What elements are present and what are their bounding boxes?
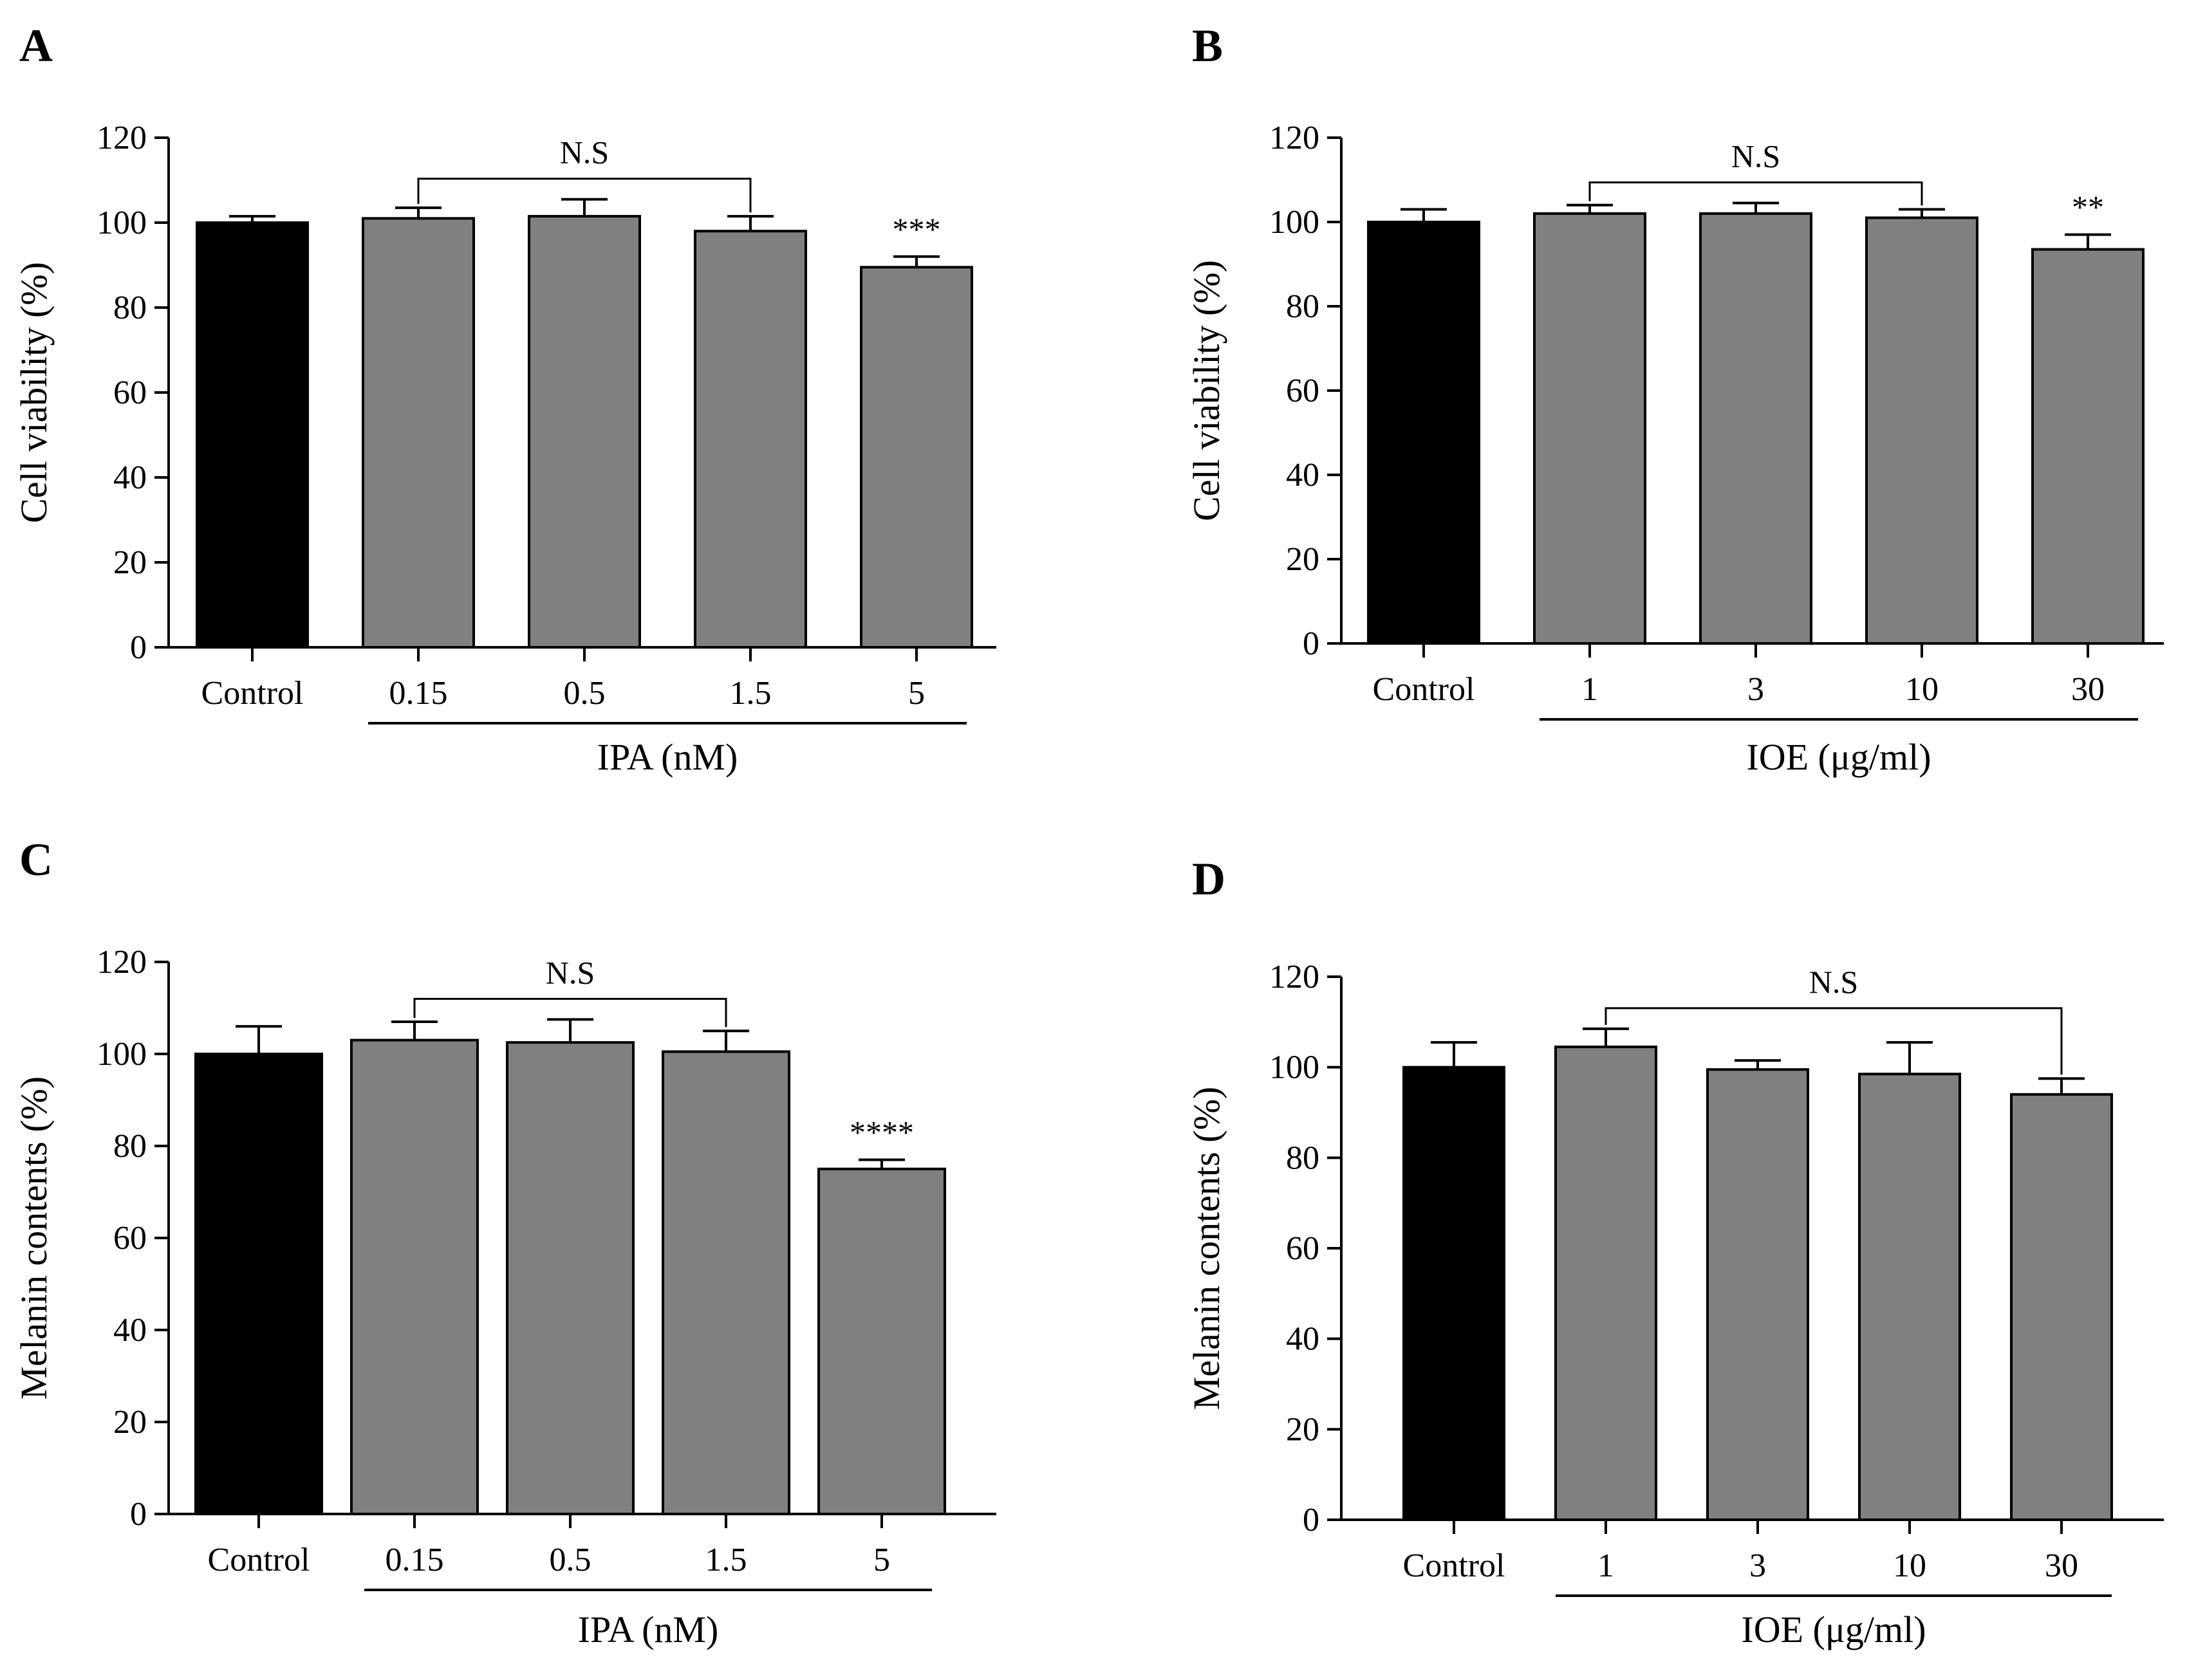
y-axis-label: Cell viability (%) (13, 262, 55, 523)
y-tick-label: 120 (97, 120, 147, 156)
y-tick-label: 80 (113, 1128, 147, 1165)
ns-label: N.S (1731, 138, 1780, 174)
y-tick-label: 60 (1286, 373, 1319, 409)
bar (362, 217, 475, 649)
y-tick-label: 20 (1286, 541, 1319, 578)
panel-letter: A (19, 20, 53, 71)
y-axis-label: Melanin contents (%) (1186, 1087, 1227, 1410)
significance-label: **** (850, 1114, 914, 1150)
ns-bracket (417, 178, 752, 213)
y-tick-label: 40 (113, 459, 147, 496)
y-axis-label: Cell viability (%) (1186, 260, 1227, 521)
y-tick-label: 40 (113, 1312, 147, 1349)
x-tick-label: 0.5 (550, 1542, 591, 1578)
x-tick-label: 5 (873, 1542, 890, 1578)
x-tick-label: 0.15 (389, 675, 448, 712)
bar (1402, 1066, 1505, 1521)
y-tick-label: 80 (1286, 1140, 1319, 1176)
x-tick-label: 1 (1597, 1547, 1614, 1584)
bar (2010, 1093, 2113, 1522)
y-tick-label: 100 (97, 1036, 147, 1073)
y-tick-label: 120 (1269, 120, 1319, 156)
x-tick-label: 30 (2071, 671, 2105, 708)
ns-bracket (1588, 181, 1923, 206)
bar (196, 221, 309, 649)
y-tick-label: 40 (1286, 457, 1319, 494)
y-tick-label: 100 (1269, 204, 1319, 241)
x-tick-label: 30 (2045, 1547, 2078, 1584)
y-tick-label: 60 (113, 1220, 147, 1257)
y-tick-label: 0 (130, 1496, 147, 1533)
ns-label: N.S (1809, 964, 1858, 1000)
bar (1865, 216, 1978, 645)
y-axis-label: Melanin contents (%) (13, 1076, 55, 1400)
bar (694, 230, 807, 649)
bar (1554, 1046, 1657, 1522)
bar (2031, 248, 2145, 645)
bar (506, 1041, 635, 1515)
bar (1706, 1068, 1809, 1521)
x-tick-label: Control (1373, 671, 1475, 708)
bar (1367, 221, 1480, 645)
x-axis-label: IPA (nM) (597, 736, 738, 778)
y-tick-label: 20 (1286, 1411, 1319, 1448)
ns-label: N.S (546, 954, 595, 990)
bar (817, 1167, 946, 1515)
chart-panel-c: C 0 20 40 60 80 100 120 Melanin contents (%) Cont… (13, 834, 996, 1650)
bar (1699, 212, 1812, 645)
y-tick-label: 0 (1303, 625, 1319, 662)
x-tick-label: Control (201, 675, 304, 712)
y-tick-label: 60 (1286, 1230, 1319, 1267)
x-tick-label: 10 (1905, 671, 1939, 708)
panel-letter: B (1192, 20, 1223, 71)
bar (662, 1050, 790, 1516)
y-tick-label: 100 (1269, 1049, 1319, 1086)
y-tick-label: 0 (1303, 1502, 1319, 1538)
y-tick-label: 60 (113, 374, 147, 411)
x-tick-label: 3 (1749, 1547, 1766, 1584)
bar (350, 1038, 479, 1516)
significance-label: ** (2072, 189, 2104, 225)
x-tick-label: 1.5 (730, 675, 772, 712)
y-tick-label: 20 (113, 1404, 147, 1441)
bar (194, 1053, 323, 1515)
chart-panel-a: A 0 20 40 60 80 100 120 Cell viability (%) Contro… (13, 20, 996, 778)
bar (860, 266, 973, 649)
bar (1858, 1073, 1961, 1521)
ns-label: N.S (560, 134, 609, 171)
y-tick-label: 0 (130, 629, 147, 666)
x-axis-label: IOE (μg/ml) (1746, 736, 1931, 778)
y-tick-label: 100 (97, 205, 147, 241)
significance-label: *** (893, 211, 941, 247)
x-axis-label: IOE (μg/ml) (1741, 1609, 1926, 1650)
chart-panel-d: D 0 20 40 60 80 100 120 Melanin contents (%) Cont… (1186, 853, 2164, 1650)
ns-bracket (1605, 1007, 2063, 1075)
x-tick-label: 3 (1747, 671, 1764, 708)
x-tick-label: 10 (1893, 1547, 1926, 1584)
y-tick-label: 120 (1269, 959, 1319, 995)
ns-bracket (413, 997, 727, 1028)
y-tick-label: 20 (113, 544, 147, 581)
bar (1533, 212, 1646, 645)
panel-letter: C (19, 834, 53, 885)
x-tick-label: Control (1403, 1547, 1505, 1584)
bar (528, 215, 641, 649)
y-tick-label: 120 (97, 944, 147, 981)
panel-letter: D (1192, 853, 1225, 905)
x-tick-label: 0.15 (386, 1542, 444, 1578)
x-tick-label: 0.5 (564, 675, 606, 712)
x-tick-label: 1.5 (705, 1542, 747, 1578)
x-tick-label: Control (208, 1542, 310, 1578)
x-tick-label: 1 (1581, 671, 1598, 708)
x-axis-label: IPA (nM) (578, 1609, 719, 1650)
y-tick-label: 80 (1286, 288, 1319, 325)
chart-panel-b: B 0 20 40 60 80 100 120 Cell viability (%) Contro… (1186, 20, 2164, 778)
y-tick-label: 80 (113, 290, 147, 326)
x-tick-label: 5 (908, 675, 925, 712)
y-tick-label: 40 (1286, 1321, 1319, 1358)
